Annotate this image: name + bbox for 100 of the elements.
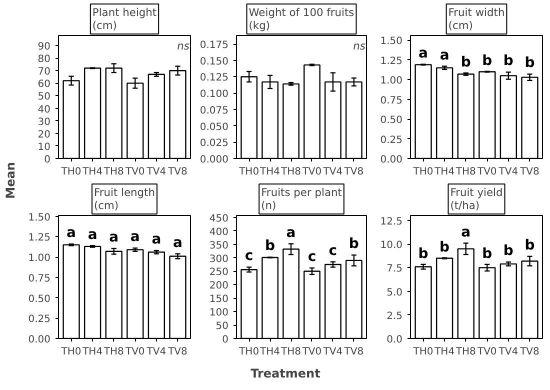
y-tick-label: 0.50 <box>28 294 50 305</box>
y-tick-label: 0.50 <box>380 115 402 126</box>
x-tick-label: TV0 <box>124 346 145 358</box>
x-tick-label: TH8 <box>280 166 302 178</box>
x-tick-label: TV4 <box>146 346 166 358</box>
y-tick-label: 50 <box>216 321 229 332</box>
y-tick-label: 0.125 <box>200 72 229 84</box>
annotation: a <box>109 229 119 246</box>
x-tick-label: TV0 <box>476 346 497 358</box>
y-tick-label: 1.50 <box>28 212 50 224</box>
x-tick-label: TH4 <box>434 346 455 358</box>
y-tick-label: 80 <box>38 54 51 66</box>
y-tick-label: 0.050 <box>200 122 229 133</box>
annotation: c <box>244 248 254 264</box>
chart-title: Fruit width (cm) <box>448 6 505 32</box>
annotation: c <box>328 242 338 259</box>
x-tick-label: TH8 <box>102 346 124 358</box>
annotation: b <box>440 239 450 256</box>
x-axis-title: Treatment <box>250 366 321 380</box>
annotation: b <box>482 246 492 262</box>
annotation: a <box>173 235 182 252</box>
y-axis-title: Mean <box>4 162 18 199</box>
x-tick-label: TH4 <box>82 346 103 358</box>
annotation: b <box>503 52 514 69</box>
x-tick-label: TV4 <box>498 166 518 178</box>
x-tick-label: TV4 <box>498 346 518 358</box>
y-tick-label: 0.150 <box>200 56 229 68</box>
y-tick-label: 10 <box>38 142 51 153</box>
y-tick-label: 20 <box>38 129 51 140</box>
y-tick-label: 12.5 <box>380 216 402 228</box>
y-tick-label: 0.175 <box>200 40 229 52</box>
annotation: a <box>286 224 296 241</box>
y-tick-label: 200 <box>209 280 229 292</box>
y-tick-label: 0 <box>44 154 51 166</box>
annotation: a <box>66 225 76 242</box>
annotation: b <box>418 246 428 262</box>
chart-title: Fruit yield (t/ha) <box>450 186 503 212</box>
x-tick-label: TH4 <box>259 166 280 178</box>
y-tick-label: 50 <box>38 92 51 103</box>
y-tick-label: 250 <box>209 267 229 278</box>
annotation: b <box>524 237 535 254</box>
x-tick-label: TV4 <box>322 346 343 358</box>
x-tick-label: TH8 <box>454 346 476 358</box>
y-tick-label: 150 <box>209 294 229 306</box>
y-tick-label: 1.50 <box>380 36 402 48</box>
y-tick-label: 0.00 <box>28 334 50 346</box>
y-tick-label: 0.25 <box>28 314 50 326</box>
annotation: a <box>88 227 98 244</box>
y-tick-label: 0 <box>222 334 229 346</box>
annotation: b <box>482 52 492 69</box>
chart-title: Fruits per plant (n) <box>261 186 342 212</box>
annotation: b <box>460 54 471 70</box>
x-tick-label: TV0 <box>476 166 497 178</box>
x-tick-label: TV4 <box>322 166 343 178</box>
y-tick-label: 1.25 <box>28 232 50 244</box>
y-tick-label: 1.25 <box>380 56 402 67</box>
y-tick-label: 10.0 <box>380 240 402 252</box>
y-tick-label: 40 <box>38 104 51 116</box>
x-tick-label: TH0 <box>238 346 260 358</box>
x-tick-label: TH4 <box>434 166 455 178</box>
x-tick-label: TV8 <box>167 346 188 358</box>
x-tick-label: TH0 <box>60 346 82 358</box>
y-tick-label: 0.025 <box>200 138 229 150</box>
annotation: a <box>418 45 428 62</box>
x-tick-label: TH0 <box>60 166 82 178</box>
y-tick-label: 0.075 <box>200 105 229 116</box>
y-tick-label: 30 <box>38 116 51 128</box>
x-tick-label: TH4 <box>259 346 280 358</box>
annotation: b <box>524 55 535 72</box>
annotation: a <box>461 224 471 241</box>
y-tick-label: 1.00 <box>28 253 50 264</box>
x-tick-label: TH0 <box>412 346 434 358</box>
y-tick-label: 0.100 <box>200 89 229 100</box>
x-tick-label: TH4 <box>82 166 103 178</box>
y-tick-label: 350 <box>209 240 229 252</box>
x-tick-label: TV8 <box>343 166 364 178</box>
y-tick-label: 70 <box>38 66 51 78</box>
x-tick-label: TH8 <box>280 346 302 358</box>
y-tick-label: 2.5 <box>386 310 403 322</box>
y-tick-label: 90 <box>38 42 51 53</box>
annotation: b <box>503 243 514 260</box>
x-tick-label: TH0 <box>412 166 434 178</box>
annotation: a <box>130 229 140 246</box>
x-tick-label: TV8 <box>343 346 364 358</box>
annotation: c <box>308 248 316 265</box>
x-tick-label: TV0 <box>124 166 145 178</box>
x-tick-label: TV8 <box>167 166 188 178</box>
annotation: ns <box>353 40 366 52</box>
chart-title: Plant height (cm) <box>92 6 157 32</box>
x-tick-label: TH8 <box>454 166 476 178</box>
y-tick-label: 400 <box>209 226 229 238</box>
y-tick-label: 0.75 <box>380 95 402 106</box>
annotation: ns <box>177 40 190 52</box>
x-tick-label: TH0 <box>238 166 260 178</box>
chart-title: Weight of 100 fruits (kg) <box>248 6 355 32</box>
y-tick-label: 0.00 <box>380 154 402 166</box>
x-tick-label: TV0 <box>301 166 322 178</box>
x-tick-label: TH8 <box>102 166 124 178</box>
y-tick-label: 7.5 <box>386 264 403 275</box>
x-tick-label: TV8 <box>519 346 540 358</box>
